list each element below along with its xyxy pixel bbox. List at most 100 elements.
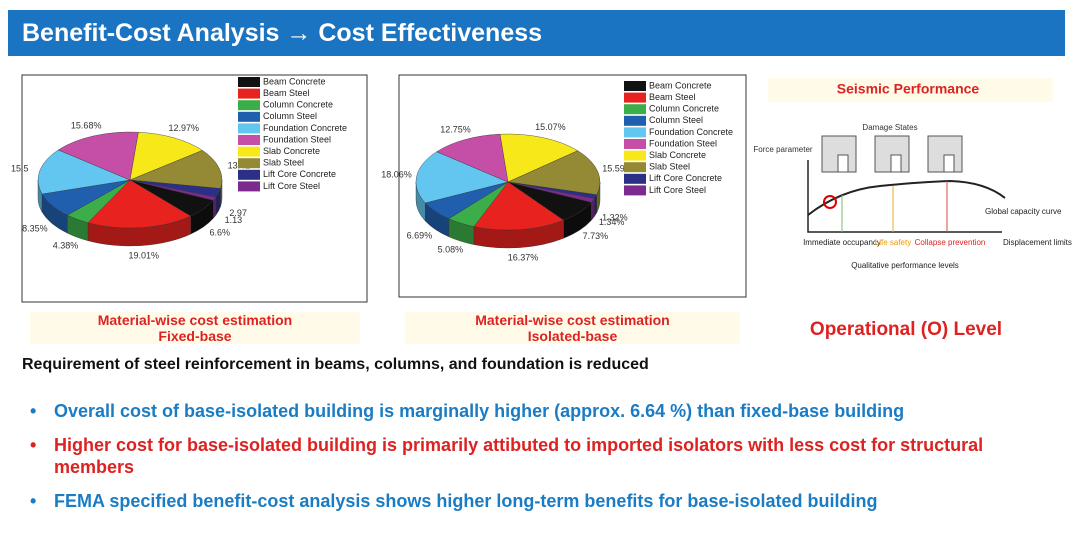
bullet-text: Overall cost of base-isolated building i… <box>54 401 905 421</box>
caption-line: Material-wise cost estimation <box>475 312 670 328</box>
caption: Material-wise cost estimation Fixed-base <box>30 312 360 344</box>
legend-label: Beam Concrete <box>649 80 712 90</box>
title-bg <box>768 78 1053 102</box>
data-label: 2.97 <box>229 208 247 218</box>
legend-swatch <box>238 181 260 192</box>
caption-line: Isolated-base <box>527 328 618 344</box>
statement: Requirement of steel reinforcement in be… <box>22 356 649 373</box>
damage-icon-doors <box>837 154 955 173</box>
caption: Material-wise cost estimation Isolated-ba… <box>405 312 740 344</box>
data-label: 18.06% <box>381 170 412 180</box>
legend-swatch <box>624 115 646 126</box>
pie-slice <box>473 181 565 231</box>
bullet: Higher cost for base-isolated building i… <box>30 434 1060 478</box>
pie-slice <box>499 133 579 183</box>
legend-swatch <box>624 185 646 196</box>
legend-label: Column Concrete <box>649 104 719 114</box>
result-label: Operational (O) Level <box>810 319 1002 340</box>
legend-label: Column Concrete <box>263 100 333 110</box>
legend-label: Slab Steel <box>649 162 690 172</box>
pie-slice <box>436 133 509 183</box>
pie-slice <box>37 149 131 195</box>
highlight-circle <box>823 195 837 209</box>
legend-label: Foundation Steel <box>649 138 717 148</box>
damage-icons <box>821 135 963 173</box>
data-label: 16.37% <box>508 252 539 262</box>
data-label: 15.59% <box>602 164 633 174</box>
data-label: 12.75% <box>440 125 471 135</box>
legend-label: Lift Core Concrete <box>649 173 722 183</box>
curve-label: Global capacity curve <box>985 207 1062 216</box>
pie-slice-side <box>213 196 217 219</box>
bullet-text: FEMA specified benefit-cost analysis sho… <box>54 491 878 511</box>
data-label: 15.68% <box>71 120 102 130</box>
pie-slice <box>57 131 139 181</box>
pie-slice <box>415 151 509 204</box>
pie-slice <box>507 150 601 195</box>
diagram-title: Seismic Performance <box>837 81 980 97</box>
caption-line: Material-wise cost estimation <box>97 312 293 328</box>
data-label: 8.35% <box>22 223 48 233</box>
capacity-curve <box>807 179 1006 216</box>
data-label: 1.32% <box>602 212 628 222</box>
bullet: Overall cost of base-isolated building i… <box>30 400 1060 422</box>
pie-slice <box>129 179 217 201</box>
legend-swatch <box>624 162 646 173</box>
legend-swatch <box>624 150 646 161</box>
legend-swatch <box>624 127 646 138</box>
data-label: 1.34% <box>599 217 625 227</box>
bullets: Overall cost of base-isolated building i… <box>30 400 1060 524</box>
legend-label: Foundation Concrete <box>263 123 347 133</box>
x-caption: Qualitative performance levels <box>851 261 959 270</box>
data-label: 1.13 <box>225 215 243 225</box>
x-axis-label: Displacement limits <box>1003 238 1072 247</box>
legend-swatch <box>238 169 260 180</box>
legend-label: Slab Concrete <box>649 150 706 160</box>
data-label: 15.5 <box>11 163 29 173</box>
legend-swatch <box>238 146 260 157</box>
bullet-text: Higher cost for base-isolated building i… <box>54 435 984 477</box>
legend-swatch <box>238 100 260 111</box>
level-label: Immediate occupancy <box>803 238 881 247</box>
legend-label: Foundation Concrete <box>649 127 733 137</box>
y-axis-label: Force parameter <box>753 145 812 154</box>
legend-swatch <box>624 81 646 91</box>
level-label: Life safety <box>875 238 911 247</box>
legend-swatch <box>624 139 646 149</box>
data-label: 7.73% <box>583 231 609 241</box>
legend-label: Column Steel <box>263 111 317 121</box>
damage-states: Damage States <box>862 123 917 132</box>
pie-slice <box>129 131 203 181</box>
bullet: FEMA specified benefit-cost analysis sho… <box>30 490 1060 512</box>
legend-label: Beam Concrete <box>263 76 326 86</box>
legend-label: Foundation Steel <box>263 134 331 144</box>
chart-frame <box>398 74 747 298</box>
legend-swatch <box>624 92 646 103</box>
slide-title: Benefit-Cost Analysis → Cost Effectivene… <box>8 10 1065 56</box>
legend-swatch <box>624 173 646 184</box>
legend-swatch <box>624 104 646 115</box>
legend-label: Beam Steel <box>263 88 310 98</box>
data-label: 15.07% <box>535 122 566 132</box>
legend-swatch <box>238 158 260 169</box>
pie-slice <box>87 179 192 229</box>
legend-label: Beam Steel <box>649 92 696 102</box>
legend-swatch <box>238 88 260 99</box>
legend-label: Slab Concrete <box>263 146 320 156</box>
legend-swatch <box>238 123 260 134</box>
caption-line: Fixed-base <box>158 328 232 344</box>
pie-slice <box>129 150 223 189</box>
chart-frame <box>21 74 368 303</box>
legend-swatch <box>238 77 260 87</box>
data-label: 6.69% <box>407 230 433 240</box>
level-label: Collapse prevention <box>915 238 986 247</box>
legend-label: Column Steel <box>649 115 703 125</box>
legend-label: Lift Core Steel <box>649 185 706 195</box>
legend-label: Lift Core Steel <box>263 181 320 191</box>
data-label: 12.97% <box>168 123 199 133</box>
legend-swatch <box>238 135 260 145</box>
data-label: 5.08% <box>438 245 464 255</box>
pie-slice <box>507 181 595 203</box>
data-label: 6.6% <box>210 228 231 238</box>
data-label: 4.38% <box>53 240 79 250</box>
